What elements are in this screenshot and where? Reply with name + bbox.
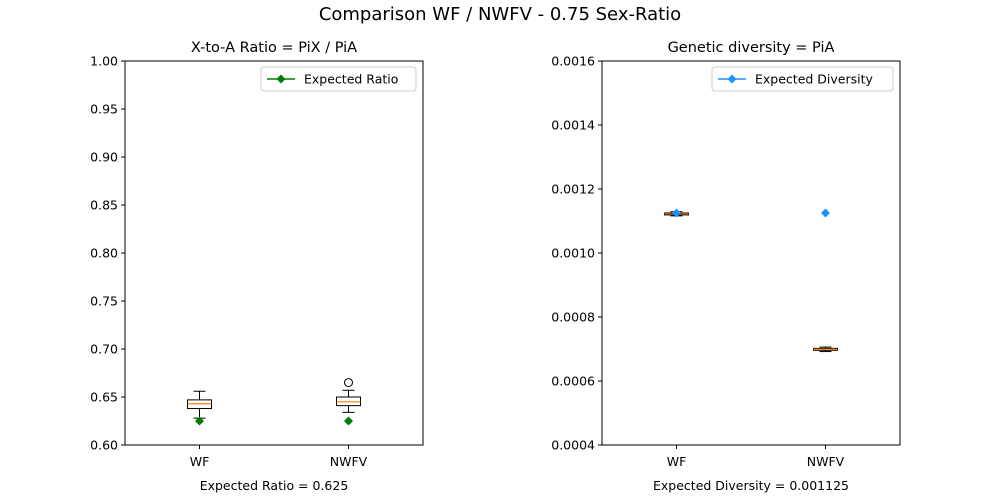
panel-1-axes-frame <box>124 60 424 446</box>
legend-marker <box>727 74 737 84</box>
legend-label: Expected Diversity <box>755 72 874 87</box>
panel-2-ytick-label: 0.0014 <box>551 118 595 133</box>
panel-1-ytick-label: 0.65 <box>90 390 118 405</box>
panel-2-axes-frame <box>601 60 901 446</box>
panel-1-box-wf <box>187 390 212 419</box>
outlier-point <box>344 378 353 388</box>
panel-1-title: X-to-A Ratio = PiX / PiA <box>191 40 357 56</box>
panel-2-expected-marker <box>672 208 681 218</box>
panel-1-ytick-label: 0.90 <box>90 150 118 165</box>
panel-2-expected-marker <box>821 208 830 218</box>
figure-suptitle: Comparison WF / NWFV - 0.75 Sex-Ratio <box>319 4 681 25</box>
panel-2-xlabel: Expected Diversity = 0.001125 <box>653 478 849 493</box>
panel-1-expected-marker <box>344 416 353 426</box>
panel-2-ytick-label: 0.0012 <box>551 182 595 197</box>
panel-1-ytick-label: 0.95 <box>90 102 118 117</box>
panel-1-ytick-label: 0.60 <box>90 438 118 453</box>
panel-1-ytick-label: 0.80 <box>90 246 118 261</box>
panel-2-ytick-label: 0.0010 <box>551 246 595 261</box>
panel-2-xtick-label: WF <box>667 454 687 469</box>
panel-1-xtick-label: NWFV <box>330 454 368 469</box>
panel-2-ytick-label: 0.0008 <box>551 310 595 325</box>
panel-2-box-nwfv <box>813 346 838 353</box>
panel-1-ytick-label: 0.70 <box>90 342 118 357</box>
ratio-boxplot-panel: X-to-A Ratio = PiX / PiA 0.60 0.65 0.70 0.75… <box>90 40 424 493</box>
panel-2-title: Genetic diversity = PiA <box>668 40 835 56</box>
legend-label: Expected Ratio <box>304 72 398 87</box>
legend-frame <box>711 66 894 92</box>
panel-1-legend: Expected Ratio <box>260 66 417 92</box>
panel-2-xtick-label: NWFV <box>807 454 845 469</box>
panel-1-xtick-label: WF <box>190 454 210 469</box>
panel-1-ytick-label: 0.75 <box>90 294 118 309</box>
panel-2-ytick-label: 0.0006 <box>551 374 595 389</box>
panel-1-ytick-label: 1.00 <box>90 54 118 69</box>
panel-2-legend: Expected Diversity <box>711 66 894 92</box>
legend-frame <box>260 66 417 92</box>
panel-1-xlabel: Expected Ratio = 0.625 <box>200 478 349 493</box>
legend-marker <box>276 74 286 84</box>
panel-2-ytick-label: 0.0016 <box>551 54 595 69</box>
panel-1-box-nwfv <box>336 378 361 413</box>
panel-1-expected-marker <box>195 416 204 426</box>
diversity-boxplot-panel: Genetic diversity = PiA 0.0004 0.0006 0.000… <box>551 40 901 493</box>
panel-2-ytick-label: 0.0004 <box>551 438 595 453</box>
panel-1-ytick-label: 0.85 <box>90 198 118 213</box>
